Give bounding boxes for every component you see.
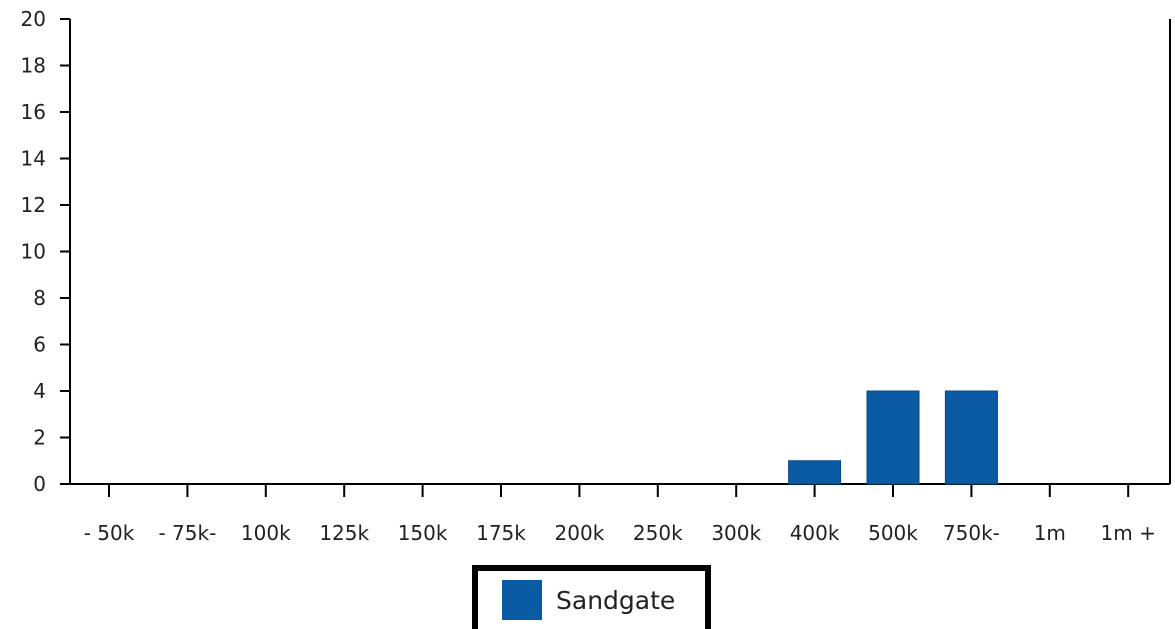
x-tick-label: - 75k- — [158, 521, 216, 545]
x-axis: - 50k - 75k- 100k 125k 150k 175k 200k 250k 300k 4… — [70, 483, 1170, 545]
bars-group — [788, 390, 998, 485]
x-tick-label: 125k — [319, 521, 369, 545]
y-tick-label: 10 — [21, 240, 46, 264]
x-tick-label: 100k — [241, 521, 291, 545]
y-tick-label: 14 — [21, 147, 46, 171]
x-tick-label: 250k — [633, 521, 683, 545]
y-axis: 0 2 4 6 8 10 12 14 16 18 20 — [21, 7, 71, 496]
y-tick-label: 0 — [33, 472, 46, 496]
x-tick-label: 200k — [555, 521, 605, 545]
bar-9 — [788, 460, 842, 485]
bar-11 — [944, 390, 998, 485]
legend-label-sandgate: Sandgate — [556, 586, 675, 615]
x-tick-label: 300k — [711, 521, 761, 545]
y-tick-label: 6 — [33, 333, 46, 357]
x-tick-label: 175k — [476, 521, 526, 545]
x-tick-label: 750k- — [943, 521, 1000, 545]
y-tick-label: 20 — [21, 7, 46, 31]
bar-10 — [866, 390, 920, 485]
legend-swatch-sandgate — [502, 580, 542, 620]
y-tick-label: 2 — [33, 426, 46, 450]
x-tick-label: - 50k — [84, 521, 135, 545]
x-tick-label: 1m — [1034, 521, 1066, 545]
y-tick-label: 8 — [33, 286, 46, 310]
x-tick-label: 1m + — [1101, 521, 1156, 545]
y-tick-label: 18 — [21, 54, 46, 78]
x-tick-label: 400k — [790, 521, 840, 545]
x-tick-label: 500k — [868, 521, 918, 545]
y-tick-label: 4 — [33, 379, 46, 403]
x-tick-label: 150k — [398, 521, 448, 545]
y-tick-label: 12 — [21, 193, 46, 217]
legend: Sandgate — [472, 565, 711, 629]
y-tick-label: 16 — [21, 100, 46, 124]
